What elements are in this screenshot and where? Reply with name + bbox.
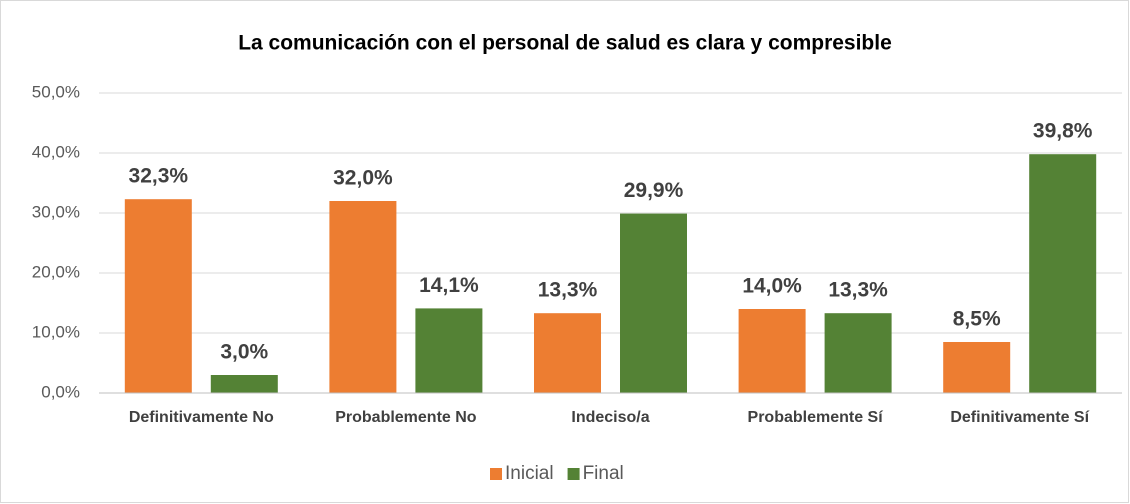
value-label: 3,0%: [220, 341, 268, 364]
y-tick-label: 20,0%: [32, 262, 80, 281]
x-tick-label: Probablemente No: [335, 409, 477, 426]
bar: [415, 308, 483, 393]
bar: [738, 309, 806, 393]
legend-label: Inicial: [505, 463, 554, 484]
x-tick-label: Indeciso/a: [571, 409, 649, 426]
legend-label: Final: [583, 463, 624, 484]
value-label: 39,8%: [1033, 120, 1093, 143]
bar: [1029, 154, 1097, 393]
y-tick-label: 0,0%: [41, 382, 80, 401]
legend-swatch: [490, 468, 502, 480]
y-tick-label: 50,0%: [32, 82, 80, 101]
value-label: 13,3%: [828, 279, 888, 302]
bar: [943, 342, 1011, 393]
x-tick-label: Probablemente Sí: [748, 409, 884, 426]
y-tick-label: 30,0%: [32, 202, 80, 221]
value-label: 14,0%: [742, 275, 802, 298]
value-label: 32,3%: [129, 165, 189, 188]
bar: [824, 313, 892, 393]
y-tick-label: 10,0%: [32, 322, 80, 341]
bar: [124, 199, 192, 393]
x-tick-label: Definitivamente No: [129, 409, 274, 426]
chart-title: La comunicación con el personal de salud…: [238, 32, 892, 55]
value-label: 29,9%: [624, 179, 684, 202]
bar: [620, 213, 687, 393]
value-label: 32,0%: [333, 167, 393, 190]
value-label: 14,1%: [419, 274, 479, 297]
bar: [210, 375, 278, 393]
value-label: 13,3%: [538, 279, 598, 302]
y-tick-label: 40,0%: [32, 142, 80, 161]
bar: [534, 313, 601, 393]
bar: [329, 201, 397, 393]
legend-swatch: [567, 468, 580, 480]
x-tick-label: Definitivamente Sí: [950, 409, 1089, 426]
value-label: 8,5%: [953, 308, 1001, 331]
